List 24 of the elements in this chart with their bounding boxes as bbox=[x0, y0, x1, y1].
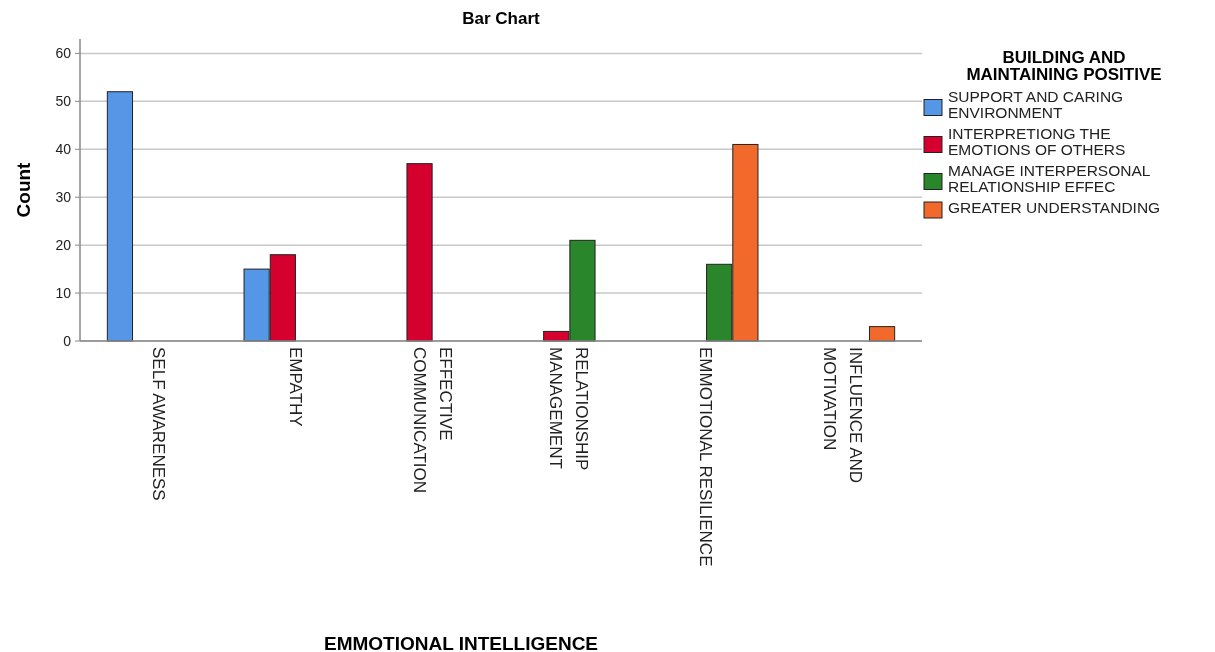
x-tick-label: EMMOTIONAL RESILIENCE bbox=[696, 347, 716, 567]
y-tick-label: 50 bbox=[55, 93, 72, 110]
y-tick-label: 60 bbox=[55, 45, 72, 62]
legend-label: MANAGE INTERPERSONAL RELATIONSHIP EFFEC bbox=[948, 162, 1151, 195]
chart-title: Bar Chart bbox=[462, 9, 541, 28]
legend-label: INTERPRETIONG THE EMOTIONS OF OTHERS bbox=[948, 125, 1126, 158]
bar bbox=[106, 91, 134, 342]
x-tick-label: SELF AWARENESS bbox=[149, 347, 169, 501]
x-tick-label: EFFECTIVE COMMUNICATION bbox=[409, 347, 455, 494]
y-tick-label: 40 bbox=[55, 141, 72, 158]
y-tick-label: 0 bbox=[63, 332, 72, 349]
y-tick-label: 10 bbox=[55, 284, 72, 301]
x-tick-label: INFLUENCE AND MOTIVATION bbox=[819, 347, 865, 484]
legend-label: GREATER UNDERSTANDING bbox=[948, 199, 1161, 216]
bar bbox=[406, 163, 433, 342]
y-tick-label: 30 bbox=[55, 189, 72, 206]
x-tick-label: EMPATHY bbox=[286, 347, 306, 427]
bar bbox=[868, 326, 896, 342]
legend-title: BUILDING AND MAINTAINING POSITIVE bbox=[966, 48, 1162, 84]
legend-label: SUPPORT AND CARING ENVIRONMENT bbox=[948, 88, 1124, 121]
x-axis-title: EMMOTIONAL INTELLIGENCE bbox=[323, 633, 599, 652]
y-tick-label: 20 bbox=[55, 237, 72, 254]
y-axis-title: Count bbox=[13, 161, 34, 218]
x-tick-label: RELATIONSHIP MANAGEMENT bbox=[546, 347, 592, 471]
